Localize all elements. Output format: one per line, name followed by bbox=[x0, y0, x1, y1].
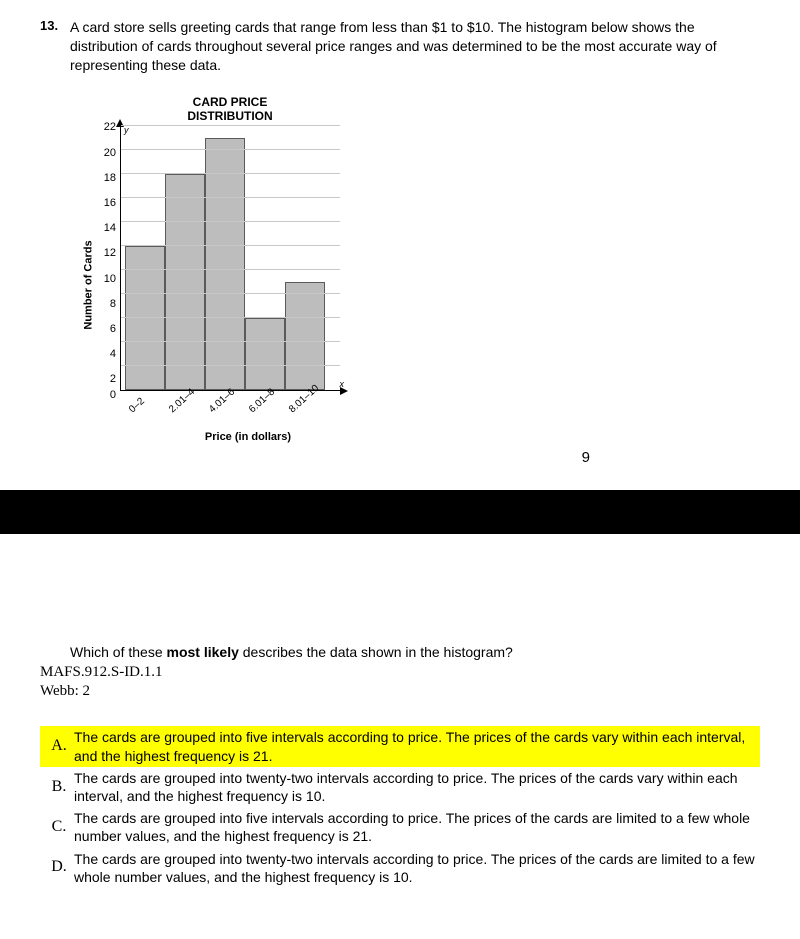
y-tick-label: 2 bbox=[110, 373, 116, 385]
answer-choice[interactable]: C.The cards are grouped into five interv… bbox=[40, 807, 760, 847]
y-tick-label: 22 bbox=[104, 121, 116, 133]
y-ticks: 22 20 18 16 14 12 10 8 6 4 2 bbox=[98, 121, 120, 385]
histogram-bar bbox=[285, 282, 325, 390]
chart-area: Number of Cards 222018161412108642 y x 0… bbox=[80, 127, 380, 443]
bars-container bbox=[125, 127, 325, 390]
chart-title-line2: DISTRIBUTION bbox=[187, 109, 272, 123]
histogram-bar bbox=[165, 174, 205, 390]
grid-line bbox=[121, 149, 340, 150]
y-tick-label: 14 bbox=[104, 222, 116, 234]
chart-title: CARD PRICE DISTRIBUTION bbox=[120, 95, 340, 124]
x-zero-label: 0 bbox=[98, 389, 120, 427]
grid-line bbox=[121, 317, 340, 318]
grid-line bbox=[121, 197, 340, 198]
x-ticks: 0–22.01–44.01–66.01–88.01–10 bbox=[124, 391, 344, 427]
y-axis-label: Number of Cards bbox=[80, 127, 98, 443]
sub-question-emphasis: most likely bbox=[167, 644, 239, 660]
x-axis-symbol: x bbox=[340, 379, 345, 389]
grid-line bbox=[121, 245, 340, 246]
histogram-bar bbox=[205, 138, 245, 390]
question-text: A card store sells greeting cards that r… bbox=[70, 18, 760, 75]
grid-line bbox=[121, 341, 340, 342]
grid-line bbox=[121, 125, 340, 126]
lower-page: Which of these most likely describes the… bbox=[0, 534, 800, 908]
choice-text: The cards are grouped into twenty-two in… bbox=[74, 769, 756, 805]
choice-letter: C. bbox=[44, 817, 74, 838]
choice-letter: A. bbox=[44, 736, 74, 757]
y-tick-label: 12 bbox=[104, 247, 116, 259]
choice-text: The cards are grouped into twenty-two in… bbox=[74, 850, 756, 886]
y-tick-label: 6 bbox=[110, 323, 116, 335]
webb-level: Webb: 2 bbox=[40, 683, 760, 700]
y-tick-label: 20 bbox=[104, 147, 116, 159]
question-header: 13. A card store sells greeting cards th… bbox=[40, 18, 760, 75]
grid-line bbox=[121, 269, 340, 270]
y-tick-label: 16 bbox=[104, 197, 116, 209]
choice-text: The cards are grouped into five interval… bbox=[74, 809, 756, 845]
grid-line bbox=[121, 293, 340, 294]
choice-letter: D. bbox=[44, 857, 74, 878]
answer-choices: A.The cards are grouped into five interv… bbox=[40, 726, 760, 888]
plot-column: 222018161412108642 y x 0 0–22.01–44.01–6… bbox=[98, 127, 358, 443]
answer-choice[interactable]: D.The cards are grouped into twenty-two … bbox=[40, 848, 760, 888]
y-tick-label: 8 bbox=[110, 298, 116, 310]
y-tick-label: 4 bbox=[110, 348, 116, 360]
y-tick-label: 18 bbox=[104, 172, 116, 184]
y-tick-label: 10 bbox=[104, 273, 116, 285]
sub-question: Which of these most likely describes the… bbox=[70, 644, 760, 660]
choice-text: The cards are grouped into five interval… bbox=[74, 728, 756, 764]
page-number: 9 bbox=[40, 449, 760, 466]
histogram-bar bbox=[125, 246, 165, 390]
x-tick-row: 0 0–22.01–44.01–66.01–88.01–10 bbox=[98, 391, 358, 427]
answer-choice[interactable]: B.The cards are grouped into twenty-two … bbox=[40, 767, 760, 807]
grid-line bbox=[121, 173, 340, 174]
histogram-bar bbox=[245, 318, 285, 390]
upper-page: 13. A card store sells greeting cards th… bbox=[0, 0, 800, 476]
plot-row: 222018161412108642 y x bbox=[98, 127, 358, 391]
choice-letter: B. bbox=[44, 777, 74, 798]
page-divider bbox=[0, 490, 800, 534]
histogram: CARD PRICE DISTRIBUTION Number of Cards … bbox=[80, 95, 380, 444]
x-axis-label: Price (in dollars) bbox=[138, 431, 358, 443]
standard-code: MAFS.912.S-ID.1.1 bbox=[40, 664, 760, 681]
answer-choice[interactable]: A.The cards are grouped into five interv… bbox=[40, 726, 760, 766]
plot-area: y x bbox=[120, 127, 340, 391]
question-number: 13. bbox=[40, 18, 70, 33]
grid-line bbox=[121, 221, 340, 222]
chart-title-line1: CARD PRICE bbox=[193, 95, 268, 109]
grid-line bbox=[121, 365, 340, 366]
